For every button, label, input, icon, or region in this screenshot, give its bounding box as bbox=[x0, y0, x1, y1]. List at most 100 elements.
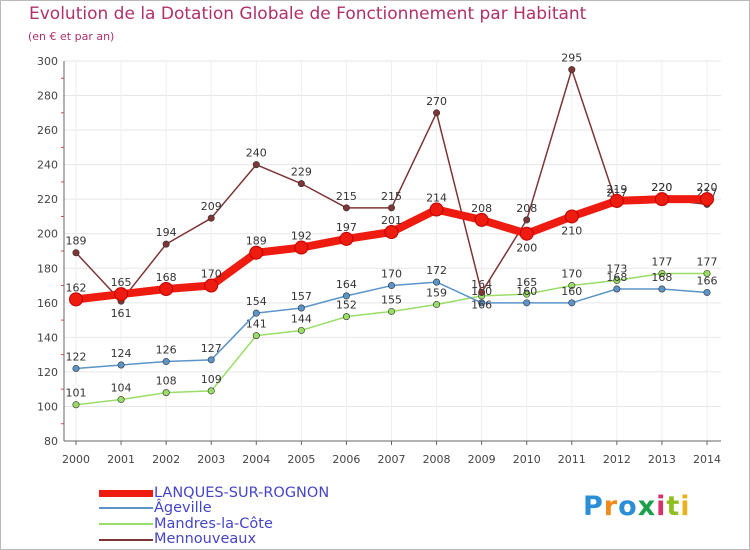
y-tick-label-8: 240 bbox=[37, 159, 58, 172]
data-point-3-7 bbox=[387, 204, 395, 212]
data-label-0-3: 170 bbox=[201, 268, 222, 281]
data-label-2-0: 101 bbox=[66, 387, 87, 400]
data-point-0-5 bbox=[294, 240, 309, 255]
data-label-3-6: 215 bbox=[336, 190, 357, 203]
x-tick-label-12: 2012 bbox=[603, 453, 631, 466]
data-point-2-2 bbox=[162, 389, 170, 397]
data-point-1-10 bbox=[523, 299, 531, 307]
data-label-0-13: 220 bbox=[651, 181, 672, 194]
data-point-1-3 bbox=[207, 356, 215, 364]
data-point-3-2 bbox=[162, 240, 170, 248]
data-label-1-5: 157 bbox=[291, 290, 312, 303]
data-label-0-0: 162 bbox=[66, 281, 87, 294]
data-point-2-5 bbox=[297, 326, 305, 334]
data-point-1-11 bbox=[568, 299, 576, 307]
data-point-3-0 bbox=[72, 249, 80, 257]
data-point-1-5 bbox=[297, 304, 305, 312]
data-label-1-11: 160 bbox=[561, 285, 582, 298]
data-label-2-12: 173 bbox=[606, 262, 627, 275]
logo-letter: i bbox=[680, 491, 691, 522]
data-point-1-14 bbox=[703, 288, 711, 296]
data-label-3-11: 295 bbox=[561, 52, 582, 65]
x-tick-label-8: 2008 bbox=[423, 453, 451, 466]
x-tick-label-7: 2007 bbox=[378, 453, 406, 466]
data-point-0-11 bbox=[564, 209, 579, 224]
legend-label-lanques: LANQUES-SUR-ROGNON bbox=[154, 485, 330, 501]
legend-label-ageville: Âgeville bbox=[154, 500, 212, 516]
data-point-0-6 bbox=[339, 231, 354, 246]
data-label-0-4: 189 bbox=[246, 235, 267, 248]
data-label-0-9: 208 bbox=[471, 202, 492, 215]
data-label-1-3: 127 bbox=[201, 342, 222, 355]
x-tick-label-13: 2013 bbox=[648, 453, 676, 466]
data-point-0-7 bbox=[384, 225, 399, 239]
data-point-2-12 bbox=[613, 276, 621, 284]
y-tick-label-9: 260 bbox=[37, 124, 58, 137]
x-tick-label-10: 2010 bbox=[513, 453, 541, 466]
legend-swatch-mandres bbox=[99, 523, 153, 525]
y-tick-label-11: 300 bbox=[37, 55, 58, 68]
data-label-1-13: 168 bbox=[651, 271, 672, 284]
legend-swatch-mennouveaux bbox=[99, 539, 153, 541]
data-point-3-4 bbox=[252, 161, 260, 169]
x-tick-label-0: 2000 bbox=[62, 453, 90, 466]
data-point-1-6 bbox=[342, 292, 350, 300]
data-label-2-11: 170 bbox=[561, 268, 582, 281]
data-label-0-7: 201 bbox=[381, 214, 402, 227]
data-point-2-4 bbox=[252, 332, 260, 340]
data-point-3-9 bbox=[478, 288, 486, 296]
y-tick-label-2: 120 bbox=[37, 366, 58, 379]
logo-letter: r bbox=[603, 491, 619, 522]
data-point-1-2 bbox=[162, 358, 170, 366]
data-label-2-13: 177 bbox=[651, 255, 672, 268]
y-tick-label-0: 80 bbox=[44, 435, 58, 448]
data-label-1-4: 154 bbox=[246, 295, 267, 308]
legend-label-mennouveaux: Mennouveaux bbox=[154, 531, 257, 547]
data-point-3-11 bbox=[568, 66, 576, 74]
x-tick-label-3: 2003 bbox=[197, 453, 225, 466]
data-label-2-5: 144 bbox=[291, 312, 312, 325]
data-point-3-6 bbox=[342, 204, 350, 212]
x-tick-label-1: 2001 bbox=[107, 453, 135, 466]
data-label-0-14: 220 bbox=[697, 181, 718, 194]
x-tick-label-9: 2009 bbox=[468, 453, 496, 466]
data-label-3-0: 189 bbox=[66, 235, 87, 248]
data-label-1-0: 122 bbox=[66, 350, 87, 363]
y-tick-label-5: 180 bbox=[37, 262, 58, 275]
data-label-2-4: 141 bbox=[246, 318, 267, 331]
data-point-1-12 bbox=[613, 285, 621, 293]
data-point-0-2 bbox=[159, 282, 174, 296]
data-point-0-13 bbox=[654, 192, 669, 207]
chart-subtitle: (en € et par an) bbox=[28, 30, 115, 43]
y-tick-label-6: 200 bbox=[37, 228, 58, 241]
data-label-2-7: 155 bbox=[381, 293, 402, 306]
legend-swatch-lanques bbox=[99, 490, 153, 497]
data-label-3-9: 166 bbox=[471, 298, 492, 311]
data-label-3-1: 161 bbox=[111, 307, 132, 320]
data-label-3-4: 240 bbox=[246, 147, 267, 160]
data-label-2-6: 152 bbox=[336, 299, 357, 312]
data-point-0-8 bbox=[429, 202, 444, 217]
data-label-1-6: 164 bbox=[336, 278, 357, 291]
data-point-3-3 bbox=[207, 214, 215, 222]
data-point-2-3 bbox=[207, 387, 215, 395]
data-label-2-1: 104 bbox=[111, 382, 132, 395]
data-label-3-10: 208 bbox=[516, 202, 537, 215]
data-label-0-8: 214 bbox=[426, 192, 447, 205]
legend-label-mandres: Mandres-la-Côte bbox=[154, 516, 273, 532]
data-point-3-10 bbox=[523, 216, 531, 224]
data-point-0-0 bbox=[69, 292, 83, 307]
data-point-1-7 bbox=[387, 282, 395, 290]
data-label-3-5: 229 bbox=[291, 166, 312, 179]
data-label-2-3: 109 bbox=[201, 373, 222, 386]
logo-letter: o bbox=[618, 491, 638, 522]
data-label-2-8: 159 bbox=[426, 287, 447, 300]
data-label-1-2: 126 bbox=[156, 344, 177, 357]
logo-letter: P bbox=[583, 491, 604, 522]
data-label-1-12: 168 bbox=[606, 271, 627, 284]
x-tick-label-11: 2011 bbox=[558, 453, 586, 466]
data-label-0-6: 197 bbox=[336, 221, 357, 234]
data-point-0-10 bbox=[519, 226, 534, 241]
